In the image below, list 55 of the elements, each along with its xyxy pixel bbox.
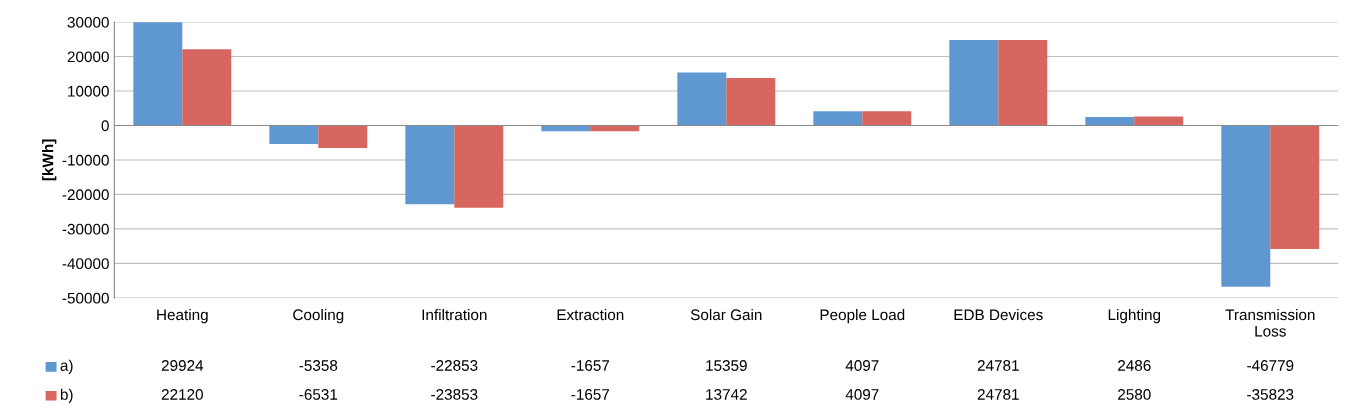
y-axis-title: [kWh] [42,139,57,181]
y-tick-label: -40000 [62,258,109,270]
y-tick-label: 20000 [67,51,109,63]
data-label: 2486 [1118,360,1151,371]
legend-label: a) [60,359,73,374]
data-label: 29924 [161,360,204,371]
bar [949,40,999,126]
x-tick-label: Infiltration [422,308,487,321]
bar [1270,125,1320,249]
y-tick-label: 10000 [68,85,109,97]
bar [1085,116,1135,126]
data-label: 2580 [1118,389,1151,400]
y-tick-label: 0 [101,120,109,132]
y-tick-label: -20000 [62,189,109,201]
x-tick-label: Cooling [293,308,344,324]
data-label: 15359 [706,360,747,371]
y-tick-label: -50000 [62,292,109,304]
data-label: -5358 [299,360,338,371]
data-label: 24781 [977,389,1019,400]
bar [405,125,455,205]
data-label: -22853 [431,360,478,371]
x-tick-label: Lighting [1108,308,1161,324]
bar [726,78,776,126]
x-tick-label: Transmission Loss [1225,308,1315,337]
bar [318,125,368,148]
y-tick-label: -30000 [62,223,109,235]
bar [1221,125,1271,287]
data-label: 24781 [977,360,1019,371]
x-tick-label: Extraction [557,308,624,321]
bar [269,125,319,144]
bar [454,125,504,208]
x-tick-label: Solar Gain [690,308,762,321]
bar [133,22,183,126]
data-label: -23853 [431,389,478,400]
data-label: 4097 [845,389,879,400]
data-label: -1657 [571,360,610,371]
bar [677,72,727,126]
bar [1134,116,1184,126]
data-label: 4097 [845,360,879,371]
data-label: 13742 [706,389,747,400]
legend-label: b) [60,388,73,403]
data-label: 22120 [161,389,203,400]
bar [813,111,863,126]
x-tick-label: People Load [820,308,905,324]
data-label: -35823 [1247,389,1294,400]
data-label: -1657 [571,389,610,400]
x-tick-label: EDB Devices [954,308,1043,321]
bar [182,49,232,126]
bar [862,111,912,126]
data-label: -46779 [1247,360,1294,371]
y-tick-label: -10000 [62,154,109,166]
bar [998,40,1048,126]
x-tick-label: Heating [157,308,208,324]
y-tick-label: 30000 [67,16,109,28]
data-label: -6531 [299,389,338,400]
